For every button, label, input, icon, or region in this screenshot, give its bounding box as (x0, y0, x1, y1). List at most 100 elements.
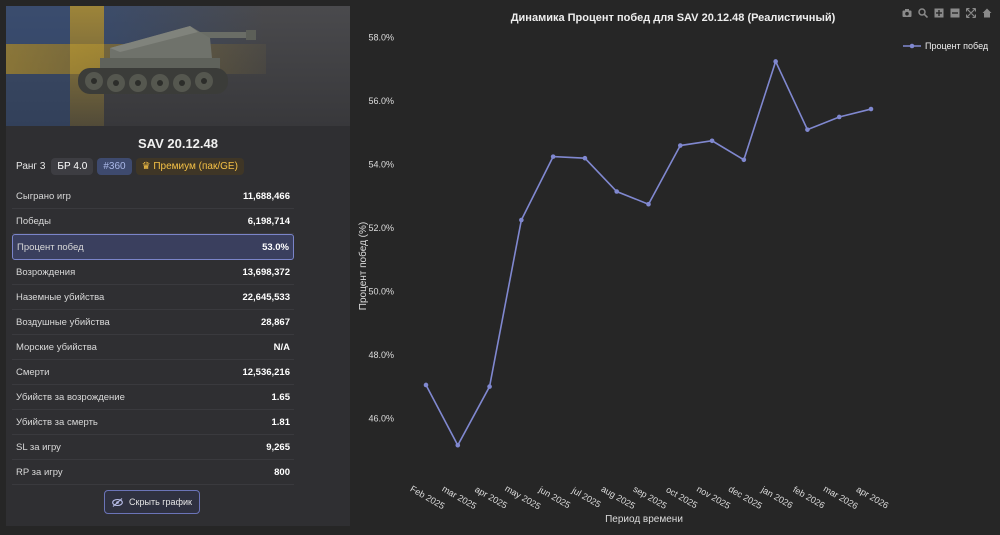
data-point (836, 114, 842, 120)
x-tick-label: apr 2026 (855, 484, 891, 510)
x-tick-label: feb 2026 (791, 484, 826, 510)
stat-row: Морские убийства N/A (12, 335, 294, 360)
data-point (646, 201, 651, 207)
vehicle-name: SAV 20.12.48 (138, 136, 218, 151)
stat-value: 9,265 (266, 441, 290, 453)
x-tick-label: mar 2026 (822, 484, 860, 512)
y-tick-label: 58.0% (368, 33, 394, 43)
stat-value: N/A (273, 341, 290, 353)
x-tick-label: may 2025 (503, 483, 542, 511)
stat-value: 12,536,216 (242, 366, 290, 378)
data-point (455, 442, 461, 448)
y-tick-label: 54.0% (368, 160, 394, 170)
stat-label: Убийств за смерть (16, 416, 98, 428)
id-badge: #360 (97, 157, 132, 175)
winrate-line-chart: Динамика Процент побед для SAV 20.12.48 … (357, 12, 989, 525)
stats-table: Сыграно игр 11,688,466 Победы 6,198,714 Проц… (12, 184, 294, 485)
x-tick-label: jun 2025 (536, 484, 572, 510)
y-tick-label: 52.0% (368, 223, 394, 233)
stat-label: Победы (16, 215, 51, 227)
premium-badge: ♛ Премиум (пак/GE) (135, 157, 244, 175)
data-point (550, 154, 556, 159)
data-point (709, 138, 715, 144)
y-tick-label: 50.0% (368, 286, 394, 296)
y-axis-label: Процент побед (%) (357, 222, 369, 310)
camera-icon[interactable] (902, 8, 912, 18)
data-point (677, 143, 683, 148)
x-tick-label: sep 2025 (631, 484, 668, 511)
data-point (741, 157, 747, 163)
zoom-icon[interactable] (918, 8, 928, 18)
stat-row: Воздушные убийства 28,867 (12, 310, 294, 335)
stat-row: Сыграно игр 11,688,466 (12, 184, 294, 209)
home-icon[interactable] (982, 8, 992, 18)
data-point (423, 382, 429, 388)
zoom-out-icon[interactable] (950, 8, 960, 18)
stat-row: Убийств за смерть 1.81 (12, 410, 294, 435)
stat-value: 11,688,466 (242, 190, 290, 202)
crown-icon: ♛ (141, 160, 151, 172)
stat-label: Воздушные убийства (16, 316, 110, 328)
stat-row: Возрождения 13,698,372 (12, 260, 294, 285)
hide-chart-button[interactable]: Скрыть график (104, 490, 200, 514)
stat-label: Морские убийства (16, 341, 97, 353)
x-tick-label: oct 2025 (664, 484, 699, 510)
vehicle-banner (6, 6, 350, 126)
y-tick-label: 48.0% (368, 350, 394, 360)
series-line (425, 59, 872, 447)
rank-badge: Ранг 3 (16, 160, 46, 172)
data-point (582, 155, 588, 161)
stat-value: 53.0% (262, 241, 289, 253)
stat-label: Смерти (16, 366, 50, 378)
vehicle-badges: Ранг 3 БР 4.0 #360 ♛ Премиум (пак/GE) (14, 156, 244, 176)
stat-label: SL за игру (16, 441, 61, 453)
stat-label: Убийств за возрождение (16, 391, 125, 403)
stat-label: RP за игру (16, 466, 63, 478)
stat-row: Победы 6,198,714 (12, 209, 294, 234)
legend-label: Процент побед (925, 41, 989, 51)
hide-chart-label: Скрыть график (129, 497, 192, 507)
data-point (614, 189, 620, 194)
x-tick-label: mar 2025 (440, 484, 478, 512)
data-point (868, 106, 874, 112)
stat-value: 1.65 (271, 391, 291, 403)
stat-value: 13,698,372 (242, 266, 290, 278)
zoom-in-icon[interactable] (934, 8, 944, 18)
stat-value: 1.81 (271, 416, 291, 428)
tank-image (78, 26, 256, 94)
stat-value: 22,645,533 (242, 291, 290, 303)
x-tick-label: dec 2025 (727, 484, 764, 511)
data-point (487, 384, 492, 389)
data-point (773, 59, 778, 64)
x-tick-label: apr 2025 (473, 484, 509, 510)
stat-value: 28,867 (260, 316, 290, 328)
legend-marker (909, 43, 915, 49)
stat-row: Убийств за возрождение 1.65 (12, 385, 294, 410)
autoscale-icon[interactable] (966, 8, 976, 18)
eye-slash-icon (112, 497, 123, 507)
x-tick-label: nov 2025 (695, 484, 732, 511)
stat-label: Процент побед (17, 241, 84, 253)
vehicle-panel: SAV 20.12.48 Ранг 3 БР 4.0 #360 ♛ Премиу… (6, 6, 350, 526)
chart-toolbar (902, 8, 992, 18)
br-badge: БР 4.0 (51, 157, 94, 175)
y-tick-label: 46.0% (368, 413, 394, 423)
stat-row: Процент побед 53.0% (12, 234, 294, 260)
x-tick-label: aug 2025 (599, 484, 637, 511)
stat-row: Наземные убийства 22,645,533 (12, 285, 294, 310)
stat-label: Наземные убийства (16, 291, 105, 303)
y-tick-label: 56.0% (368, 96, 394, 106)
data-point (805, 127, 810, 132)
data-point (519, 217, 524, 223)
chart-title: Динамика Процент побед для SAV 20.12.48 … (511, 12, 836, 24)
stat-row: RP за игру 800 (12, 460, 294, 485)
flag-part (6, 6, 70, 44)
x-axis-label: Период времени (605, 514, 683, 525)
flag-cross-vertical (70, 6, 104, 126)
x-tick-label: jan 2026 (759, 484, 795, 510)
stat-row: SL за игру 9,265 (12, 435, 294, 460)
x-tick-label: jul 2025 (569, 485, 602, 510)
stat-value: 800 (274, 466, 290, 478)
stat-label: Сыграно игр (16, 190, 71, 202)
premium-label: Премиум (пак/GE) (153, 160, 238, 172)
